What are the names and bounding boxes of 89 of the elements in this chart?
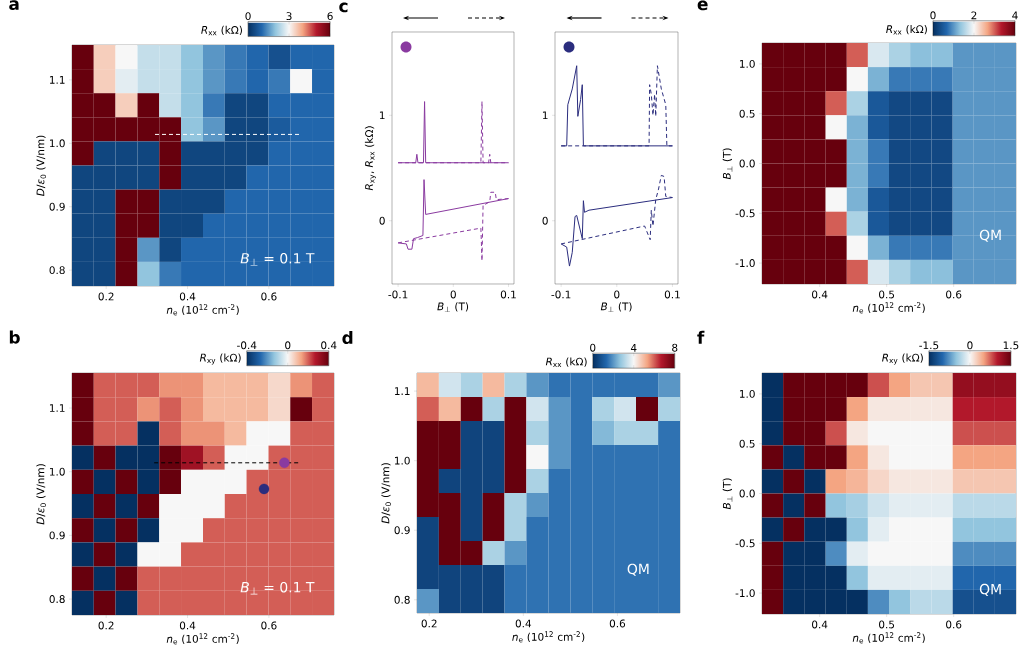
- chart-title: f: [697, 330, 705, 344]
- y-tick-label: 0.8: [49, 266, 65, 275]
- annotation: QM: [627, 563, 649, 576]
- x-axis-title: n$_{e}$ (10$^{12}$ cm$^{-2}$): [512, 631, 585, 643]
- y-tick-label: 0.0: [739, 159, 755, 168]
- color-bar-label: 4: [630, 344, 637, 352]
- y-axis-title: B$_{⊥}$ (T): [722, 148, 733, 180]
- color-bar-label: 1.5: [1003, 341, 1019, 350]
- x-axis-title: n$_{e}$ (10$^{12}$ cm$^{-2}$): [166, 304, 239, 316]
- y-tick-label: 1.0: [739, 389, 755, 398]
- annotation: QM: [979, 229, 1001, 242]
- color-bar-label: 0: [967, 341, 973, 350]
- color-bar-label: 0: [245, 12, 251, 21]
- color-bar-title: R$_{xy}$ (kΩ): [882, 353, 923, 365]
- chart-title: b: [9, 330, 20, 344]
- y-tick-label: 1.1: [49, 76, 65, 84]
- x-axis-title: n$_{e}$ (10$^{12}$ cm$^{-2}$): [852, 302, 925, 314]
- x-tick-label: 0.2: [421, 619, 437, 628]
- color-bar-label: -0.4: [237, 341, 257, 350]
- x-tick-label: 0.6: [946, 620, 962, 629]
- annotation: B$_{⊥}$ = 0.1 T: [240, 253, 315, 266]
- x-tick-label: 0.4: [812, 620, 828, 629]
- x-tick-label: 0.6: [609, 619, 626, 628]
- y-tick-label: 1.0: [49, 139, 65, 148]
- y-tick-label: -1.0: [735, 589, 755, 598]
- x-tick-label: 0.5: [879, 290, 895, 299]
- x-tick-label: 0: [614, 290, 620, 299]
- y-axis-title: R$_{xy}$, R$_{xx}$ (kΩ): [364, 126, 376, 191]
- x-axis-title: B$_{⊥}$ (T): [600, 302, 632, 312]
- color-bar-label: 8: [672, 343, 678, 352]
- x-tick-label: 0.1: [664, 290, 680, 299]
- y-tick-label: 0.9: [49, 531, 65, 540]
- y-tick-label: -0.5: [735, 209, 755, 218]
- x-tick-label: 0.6: [946, 290, 962, 299]
- x-tick-label: 0.4: [515, 619, 532, 628]
- x-tick-label: 0.6: [261, 292, 277, 301]
- y-tick-label: 0.8: [49, 595, 65, 604]
- y-tick-label: 0.5: [739, 439, 755, 448]
- color-bar-title: R$_{xx}$ (kΩ): [545, 357, 587, 367]
- color-bar-label: 6: [327, 12, 333, 21]
- color-bar-title: R$_{xy}$ (kΩ): [199, 353, 241, 365]
- color-bar-title: R$_{xx}$ (kΩ): [201, 25, 242, 36]
- y-tick-label: 0.5: [739, 109, 755, 118]
- chart-title: c: [339, 2, 348, 13]
- y-tick-label: 0.9: [49, 202, 65, 211]
- color-bar-label: 0: [590, 343, 596, 352]
- y-tick-label: 1.1: [394, 387, 410, 395]
- annotation: QM: [979, 583, 1001, 596]
- color-bar-label: 0: [930, 11, 936, 20]
- color-bar-label: 4: [1012, 11, 1018, 20]
- color-bar-label: 2: [971, 11, 977, 20]
- x-tick-label: 0.2: [98, 292, 114, 301]
- y-axis-title: B$_{⊥}$ (T): [722, 478, 733, 510]
- color-bar-label: 0: [285, 341, 291, 350]
- y-tick-label: 0.9: [394, 526, 410, 535]
- color-bar-label: 0.4: [321, 341, 337, 350]
- annotation: B$_{⊥}$ = 0.1 T: [240, 581, 315, 595]
- x-tick-label: 0.5: [879, 620, 895, 629]
- y-tick-label: 1.0: [49, 467, 65, 476]
- color-bar-title: R$_{xx}$ (kΩ): [886, 24, 927, 35]
- x-tick-label: -0.1: [551, 290, 571, 299]
- x-axis-title: B$_{⊥}$ (T): [437, 302, 469, 312]
- y-tick-label: 1: [379, 111, 385, 120]
- color-bar-label: -1.5: [919, 341, 939, 350]
- x-tick-label: 0.6: [261, 621, 277, 630]
- chart-title: a: [9, 0, 19, 11]
- y-axis-title: D/ε$_{0}$ (V/nm): [381, 463, 392, 524]
- y-tick-label: 1.0: [739, 59, 755, 68]
- x-axis-title: n$_{e}$ (10$^{12}$ cm$^{-2}$): [852, 632, 925, 644]
- y-axis-title: D/ε$_{0}$ (V/nm): [36, 135, 47, 196]
- x-axis-title: n$_{e}$ (10$^{12}$ cm$^{-2}$): [166, 633, 239, 645]
- x-tick-label: 0.4: [812, 290, 828, 299]
- y-tick-label: 0.0: [739, 489, 755, 498]
- x-tick-label: 0: [450, 290, 456, 299]
- y-axis-title: D/ε$_{0}$ (V/nm): [36, 464, 47, 525]
- color-bar-label: 3: [286, 12, 292, 21]
- chart-title: d: [342, 330, 353, 345]
- x-tick-label: -0.1: [388, 290, 408, 299]
- x-tick-label: 0.4: [179, 621, 196, 630]
- y-tick-label: 0.8: [394, 595, 410, 604]
- y-tick-label: 1.1: [49, 404, 65, 412]
- y-tick-label: -0.5: [735, 539, 755, 548]
- y-tick-label: 1: [542, 111, 548, 120]
- chart-title: e: [697, 0, 708, 11]
- x-tick-label: 0.4: [179, 292, 196, 301]
- y-tick-label: 1.0: [394, 456, 410, 465]
- y-tick-label: -1.0: [735, 259, 755, 268]
- x-tick-label: 0.2: [98, 621, 114, 630]
- x-tick-label: 0.1: [500, 290, 516, 299]
